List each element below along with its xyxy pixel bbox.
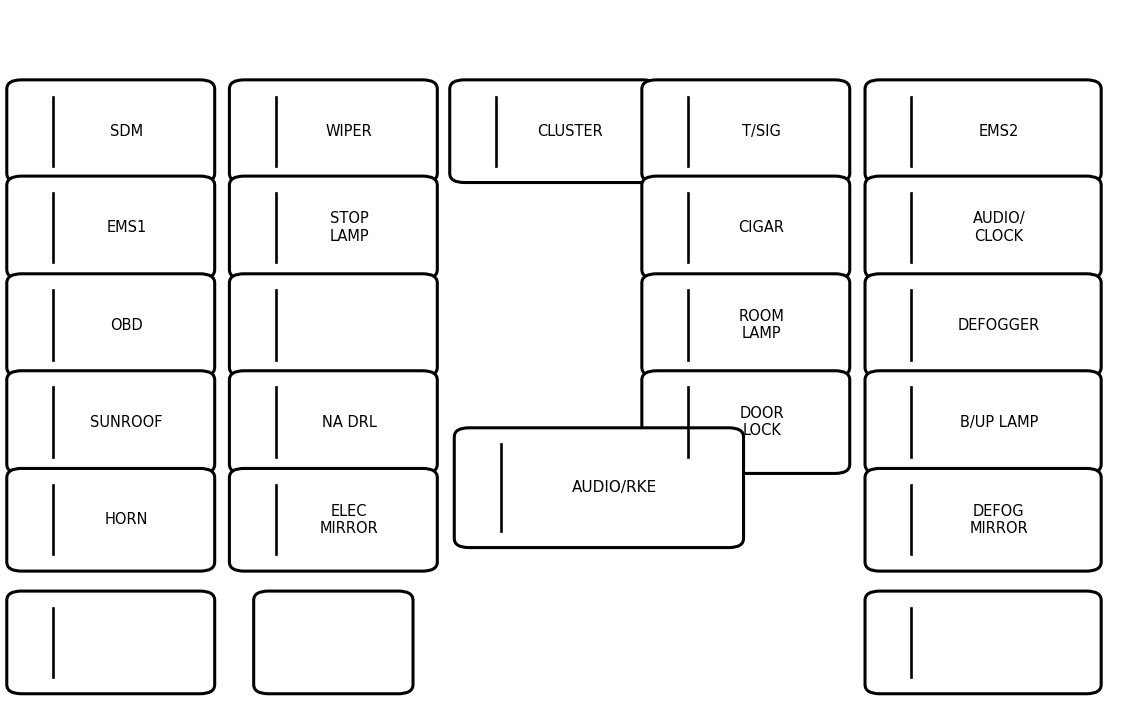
Text: DEFOG
MIRROR: DEFOG MIRROR	[970, 503, 1028, 536]
FancyBboxPatch shape	[229, 468, 437, 571]
Text: CLUSTER: CLUSTER	[537, 123, 602, 139]
Text: CIGAR: CIGAR	[739, 220, 784, 235]
Text: STOP
LAMP: STOP LAMP	[329, 211, 370, 244]
FancyBboxPatch shape	[229, 176, 437, 279]
Text: EMS2: EMS2	[979, 123, 1019, 139]
FancyBboxPatch shape	[229, 80, 437, 183]
FancyBboxPatch shape	[7, 591, 215, 694]
Text: AUDIO/
CLOCK: AUDIO/ CLOCK	[973, 211, 1025, 244]
FancyBboxPatch shape	[866, 274, 1101, 376]
FancyBboxPatch shape	[7, 468, 215, 571]
Text: ROOM
LAMP: ROOM LAMP	[739, 309, 784, 342]
Text: ELEC
MIRROR: ELEC MIRROR	[320, 503, 379, 536]
FancyBboxPatch shape	[866, 80, 1101, 183]
Text: T/SIG: T/SIG	[742, 123, 781, 139]
Text: NA DRL: NA DRL	[322, 414, 376, 430]
FancyBboxPatch shape	[7, 80, 215, 183]
FancyBboxPatch shape	[229, 274, 437, 376]
Text: DEFOGGER: DEFOGGER	[958, 317, 1040, 333]
Text: SDM: SDM	[110, 123, 144, 139]
FancyBboxPatch shape	[866, 468, 1101, 571]
FancyBboxPatch shape	[642, 176, 850, 279]
Text: OBD: OBD	[111, 317, 142, 333]
FancyBboxPatch shape	[866, 176, 1101, 279]
FancyBboxPatch shape	[229, 371, 437, 473]
FancyBboxPatch shape	[642, 371, 850, 473]
FancyBboxPatch shape	[866, 591, 1101, 694]
Text: DOOR
LOCK: DOOR LOCK	[739, 406, 784, 438]
Text: WIPER: WIPER	[325, 123, 373, 139]
FancyBboxPatch shape	[7, 371, 215, 473]
FancyBboxPatch shape	[642, 80, 850, 183]
FancyBboxPatch shape	[454, 428, 744, 548]
FancyBboxPatch shape	[866, 371, 1101, 473]
FancyBboxPatch shape	[7, 176, 215, 279]
Text: B/UP LAMP: B/UP LAMP	[959, 414, 1038, 430]
Text: HORN: HORN	[105, 512, 148, 528]
Text: SUNROOF: SUNROOF	[90, 414, 163, 430]
FancyBboxPatch shape	[642, 274, 850, 376]
FancyBboxPatch shape	[450, 80, 658, 183]
Text: EMS1: EMS1	[106, 220, 147, 235]
Text: AUDIO/RKE: AUDIO/RKE	[572, 480, 658, 496]
FancyBboxPatch shape	[7, 274, 215, 376]
FancyBboxPatch shape	[253, 591, 414, 694]
